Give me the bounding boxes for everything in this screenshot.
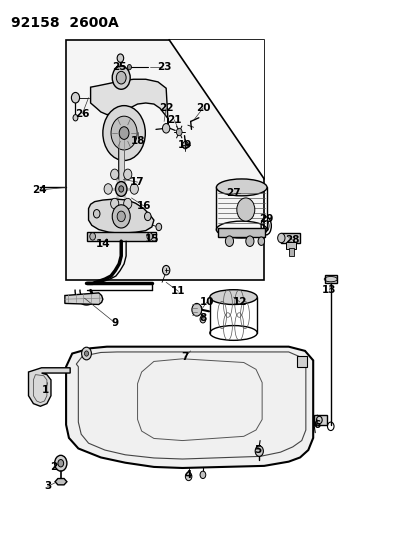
- Text: 8: 8: [199, 313, 206, 322]
- Text: 13: 13: [321, 285, 336, 295]
- Text: 2: 2: [50, 462, 57, 472]
- Bar: [66, 39, 263, 280]
- Text: 25: 25: [112, 62, 126, 72]
- Text: 24: 24: [32, 185, 47, 195]
- Bar: [281, 233, 299, 243]
- Bar: [285, 242, 295, 249]
- Polygon shape: [169, 39, 263, 179]
- Circle shape: [144, 212, 151, 221]
- Circle shape: [117, 211, 125, 222]
- Circle shape: [117, 54, 123, 62]
- Circle shape: [112, 66, 130, 90]
- Text: 21: 21: [167, 115, 181, 125]
- Circle shape: [116, 71, 126, 84]
- Circle shape: [123, 169, 131, 180]
- Circle shape: [162, 265, 169, 275]
- Circle shape: [245, 236, 253, 246]
- Circle shape: [156, 223, 161, 231]
- Circle shape: [123, 198, 131, 209]
- Circle shape: [84, 351, 88, 356]
- Text: 28: 28: [285, 235, 299, 245]
- Bar: [313, 415, 326, 425]
- Polygon shape: [88, 199, 154, 233]
- Bar: [86, 232, 156, 241]
- Circle shape: [185, 472, 191, 481]
- Bar: [118, 136, 124, 182]
- Text: 3: 3: [44, 481, 51, 491]
- Circle shape: [55, 455, 67, 471]
- Text: 9: 9: [111, 318, 119, 328]
- Circle shape: [111, 116, 137, 150]
- Ellipse shape: [277, 233, 284, 243]
- Polygon shape: [90, 79, 168, 124]
- Circle shape: [257, 237, 264, 245]
- Text: 92158  2600A: 92158 2600A: [11, 16, 119, 30]
- Ellipse shape: [209, 290, 256, 304]
- Text: 23: 23: [157, 62, 171, 72]
- Text: 11: 11: [171, 286, 185, 296]
- Circle shape: [199, 471, 205, 479]
- Circle shape: [71, 92, 79, 103]
- Circle shape: [130, 184, 138, 194]
- Circle shape: [225, 236, 233, 246]
- Text: 29: 29: [259, 214, 273, 224]
- Text: 20: 20: [195, 103, 210, 114]
- Circle shape: [182, 141, 188, 149]
- Text: 27: 27: [225, 188, 240, 198]
- Text: 10: 10: [199, 297, 214, 307]
- Circle shape: [191, 303, 201, 316]
- Polygon shape: [66, 346, 313, 468]
- Text: 6: 6: [313, 419, 320, 430]
- Bar: [296, 356, 306, 367]
- Circle shape: [127, 64, 131, 70]
- Circle shape: [104, 184, 112, 194]
- Polygon shape: [65, 293, 102, 304]
- Circle shape: [112, 205, 130, 228]
- Text: 26: 26: [75, 109, 90, 118]
- Bar: [288, 248, 294, 256]
- Text: 17: 17: [130, 177, 145, 187]
- Text: 18: 18: [130, 136, 145, 146]
- Circle shape: [176, 128, 182, 136]
- Text: 14: 14: [95, 239, 110, 249]
- Polygon shape: [28, 368, 70, 406]
- Circle shape: [119, 127, 129, 140]
- Circle shape: [93, 209, 100, 218]
- Text: 22: 22: [159, 103, 173, 114]
- Text: 4: 4: [185, 470, 192, 480]
- Circle shape: [58, 459, 64, 467]
- Circle shape: [73, 115, 78, 121]
- Circle shape: [147, 233, 152, 240]
- Text: 5: 5: [254, 445, 261, 455]
- Text: 16: 16: [136, 201, 151, 211]
- Polygon shape: [55, 479, 67, 485]
- Bar: [324, 275, 336, 284]
- Circle shape: [162, 124, 169, 133]
- Circle shape: [110, 198, 119, 209]
- Ellipse shape: [216, 179, 266, 196]
- Circle shape: [81, 347, 91, 360]
- Circle shape: [254, 446, 263, 456]
- Circle shape: [199, 316, 205, 323]
- Circle shape: [115, 182, 127, 196]
- Text: 19: 19: [177, 140, 191, 150]
- Text: 1: 1: [42, 385, 49, 395]
- Bar: [218, 228, 265, 238]
- Circle shape: [236, 198, 254, 221]
- Circle shape: [119, 186, 123, 192]
- Text: 12: 12: [232, 297, 246, 307]
- Text: 15: 15: [144, 233, 159, 244]
- Text: 7: 7: [180, 352, 188, 362]
- Circle shape: [110, 169, 119, 180]
- Circle shape: [90, 233, 95, 240]
- Circle shape: [102, 106, 145, 160]
